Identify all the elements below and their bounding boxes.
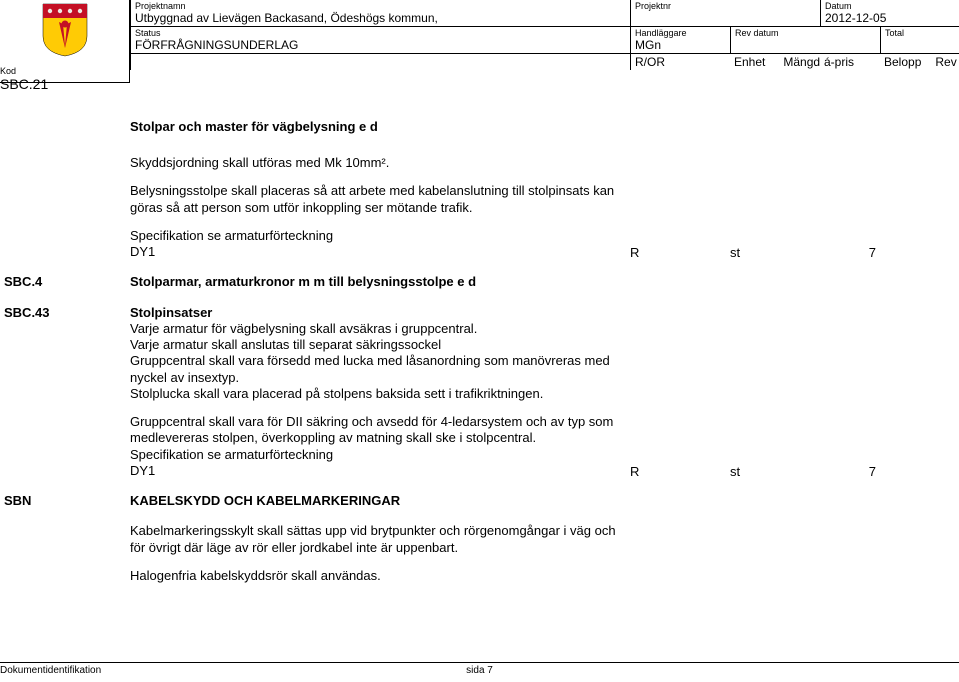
- colhdr-apris: á-pris: [820, 54, 880, 70]
- label-projektnr: Projektnr: [635, 1, 816, 11]
- section-code: SBC.43: [0, 305, 130, 480]
- paragraph: Specifikation se armaturförteckning: [130, 228, 618, 244]
- document-body: Stolpar och master för vägbelysning e d …: [0, 119, 959, 596]
- line-item-enhet: st: [730, 464, 820, 479]
- line-item-ror: R: [630, 464, 730, 479]
- shield-icon: [41, 2, 89, 58]
- line-item-enhet: st: [730, 245, 820, 260]
- label-datum: Datum: [825, 1, 955, 11]
- paragraph: Specifikation se armaturförteckning: [130, 447, 618, 463]
- kod-block: Kod SBC.21: [0, 66, 48, 92]
- line-item-mangd: 7: [820, 464, 880, 479]
- paragraph: Gruppcentral skall vara för DII säkring …: [130, 414, 618, 447]
- paragraph: Belysningsstolpe skall placeras så att a…: [130, 183, 618, 216]
- footer-docid-label: Dokumentidentifikation: [0, 665, 101, 676]
- section-code: SBC.4: [0, 274, 130, 290]
- section-title: KABELSKYDD OCH KABELMARKERINGAR: [130, 493, 618, 509]
- colhdr-ror: R/OR: [630, 54, 730, 70]
- paragraph: Varje armatur för vägbelysning skall avs…: [130, 321, 618, 337]
- label-kod: Kod: [0, 66, 48, 76]
- section-code: SBN: [0, 493, 130, 596]
- colhdr-enhet: Enhet: [734, 55, 765, 69]
- label-total: Total: [885, 28, 955, 38]
- footer-page: sida 7: [466, 665, 493, 676]
- paragraph: Gruppcentral skall vara försedd med luck…: [130, 353, 618, 386]
- line-item-label: DY1: [130, 244, 618, 260]
- label-handlaggare: Handläggare: [635, 28, 726, 38]
- colhdr-belopp: Belopp: [884, 55, 921, 69]
- paragraph: Stolplucka skall vara placerad på stolpe…: [130, 386, 618, 402]
- colhdr-mangd: Mängd: [783, 55, 820, 69]
- section-title: Stolpar och master för vägbelysning e d: [130, 119, 618, 135]
- paragraph: Halogenfria kabelskyddsrör skall använda…: [130, 568, 618, 584]
- document-header: Projektnamn Utbyggnad av Lievägen Backas…: [0, 0, 959, 83]
- value-projektnamn: Utbyggnad av Lievägen Backasand, Ödeshög…: [135, 11, 626, 25]
- paragraph: Skyddsjordning skall utföras med Mk 10mm…: [130, 155, 618, 171]
- label-status: Status: [135, 28, 626, 38]
- value-handlaggare: MGn: [635, 38, 726, 52]
- section-code: [0, 119, 130, 261]
- footer: Dokumentidentifikation sida 7: [0, 662, 959, 676]
- value-datum: 2012-12-05: [825, 11, 955, 25]
- section-title: Stolpinsatser: [130, 305, 618, 321]
- value-kod: SBC.21: [0, 76, 48, 92]
- paragraph: Kabelmarkeringsskylt skall sättas upp vi…: [130, 523, 618, 556]
- label-projektnamn: Projektnamn: [135, 1, 626, 11]
- colhdr-rev: Rev: [935, 55, 956, 69]
- line-item-mangd: 7: [820, 245, 880, 260]
- paragraph: Varje armatur skall anslutas till separa…: [130, 337, 618, 353]
- section-title: Stolparmar, armaturkronor m m till belys…: [130, 274, 618, 290]
- line-item-ror: R: [630, 245, 730, 260]
- value-status: FÖRFRÅGNINGSUNDERLAG: [135, 38, 626, 52]
- line-item-label: DY1: [130, 463, 618, 479]
- label-revdatum: Rev datum: [735, 28, 876, 38]
